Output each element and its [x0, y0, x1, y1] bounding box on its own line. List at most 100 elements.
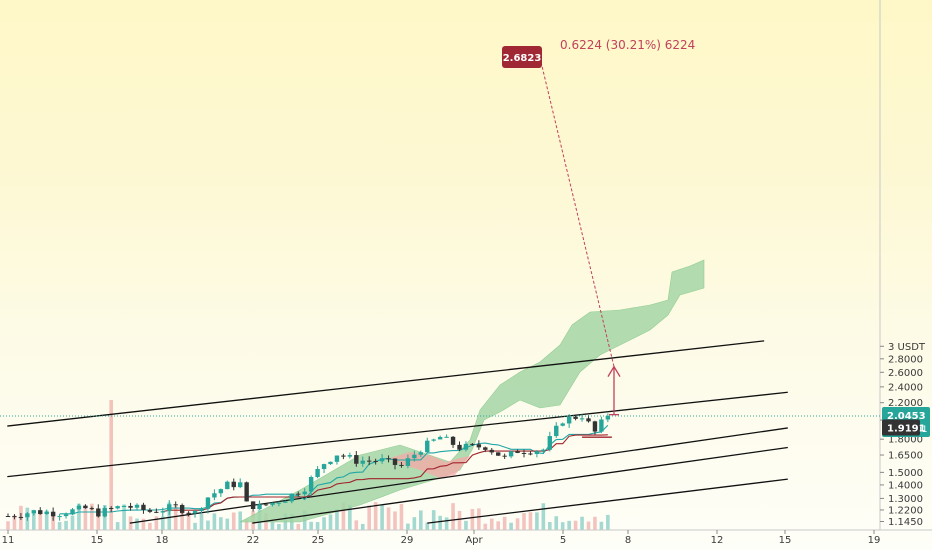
candle	[141, 502, 146, 514]
time-tick-label: 15	[91, 535, 104, 546]
volume-bar	[412, 517, 417, 530]
candle-body	[238, 482, 243, 488]
candle	[328, 461, 333, 465]
price-tick-label: 2.2000	[888, 398, 923, 409]
candle-body	[205, 497, 211, 509]
candle-body	[592, 421, 598, 432]
volume-bar	[12, 515, 17, 530]
candle-body	[57, 516, 62, 518]
candle-body	[521, 452, 527, 454]
candle	[367, 456, 372, 466]
candle	[515, 449, 520, 454]
volume-bar	[57, 522, 62, 530]
candle	[354, 451, 359, 467]
volume-bar	[606, 514, 610, 530]
candle	[70, 508, 75, 516]
volume-bar	[64, 520, 68, 530]
time-tick-label: 19	[868, 535, 881, 546]
candle-body	[605, 415, 611, 420]
volume-bar	[541, 503, 546, 530]
candle-body	[102, 507, 107, 517]
measure-arrowhead	[607, 365, 621, 377]
candle-body	[431, 439, 436, 441]
candle-body	[302, 491, 307, 495]
candle	[573, 415, 578, 421]
candle	[96, 504, 101, 518]
candle-body	[418, 452, 423, 455]
candle-body	[328, 461, 333, 465]
price-tick-label: 2.4000	[888, 382, 923, 393]
volume-bar	[225, 518, 230, 530]
candle	[250, 501, 256, 512]
time-tick-label: 12	[711, 535, 724, 546]
candle	[399, 462, 404, 468]
candle	[425, 437, 430, 453]
baseline-price-tag	[882, 419, 920, 436]
candle	[386, 455, 391, 463]
candle-body	[367, 460, 372, 462]
candle	[154, 508, 159, 514]
candle-body	[50, 511, 56, 517]
candle	[199, 507, 204, 514]
candle	[483, 446, 488, 453]
candle	[502, 453, 507, 459]
volume-bar	[44, 510, 49, 530]
candle	[496, 452, 501, 456]
candle	[476, 440, 482, 450]
measure-label: 0.6224 (30.21%) 6224	[560, 38, 695, 52]
candle-body	[373, 460, 378, 462]
candle	[379, 454, 385, 464]
candle	[5, 513, 11, 518]
volume-bar	[193, 522, 197, 530]
price-axis[interactable]: 3 USDT2.80002.60002.40002.20002.00001.80…	[879, 0, 926, 530]
candle	[50, 507, 56, 521]
candle-body	[560, 423, 565, 426]
volume-bar	[135, 518, 139, 530]
baseline-price-label: 1.9191	[887, 424, 926, 435]
target-price-label: 2.6823	[503, 53, 542, 64]
candle-body	[199, 508, 204, 512]
candle-body	[573, 416, 578, 419]
candle-body	[508, 451, 514, 457]
candle	[592, 420, 598, 435]
candle	[63, 512, 69, 519]
price-tick-label: 1.8000	[888, 435, 923, 446]
candle	[179, 503, 185, 515]
candle-body	[121, 505, 127, 507]
candle-body	[212, 493, 217, 498]
volume-bar	[309, 521, 313, 530]
volume-bar	[212, 513, 217, 530]
candle	[276, 501, 282, 507]
volume-bar	[270, 521, 275, 530]
candle	[437, 435, 443, 440]
candle	[418, 450, 423, 457]
candle-body	[173, 504, 178, 506]
candle	[231, 478, 236, 491]
time-axis[interactable]: 11 15 18 22 25 29 Apr 5 8 12 15 19	[0, 529, 932, 546]
volume-bar	[419, 510, 423, 530]
candle	[521, 449, 527, 458]
base-line	[162, 434, 608, 513]
volume-bar	[77, 503, 81, 530]
candle-body	[5, 516, 11, 518]
candle-body	[483, 447, 488, 450]
candle-body	[115, 506, 120, 509]
candle	[218, 488, 224, 497]
volume-bar	[167, 502, 172, 530]
volume-bar	[277, 523, 281, 530]
time-tick-label: 8	[625, 535, 631, 546]
candle-body	[244, 482, 249, 502]
candle-body	[225, 481, 230, 490]
volume-bar	[186, 512, 191, 530]
volume-bar	[180, 510, 184, 530]
candle	[405, 454, 411, 469]
time-tick-label: 18	[156, 535, 169, 546]
candle-body	[437, 436, 443, 440]
candle	[109, 506, 114, 512]
price-range-measure[interactable]: 2.6823 0.6224 (30.21%) 6224	[502, 38, 695, 416]
candle	[115, 505, 120, 510]
candle	[225, 480, 230, 490]
candle	[134, 503, 140, 510]
